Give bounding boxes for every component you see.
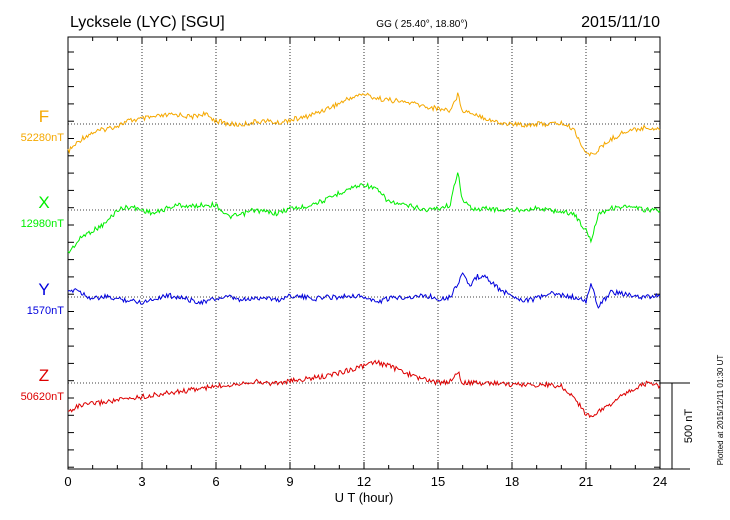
baseline-value-x: 12980nT	[21, 218, 65, 230]
series-line-y	[67, 272, 661, 309]
series-group	[67, 92, 661, 419]
series-line-f	[67, 92, 661, 157]
series-labels: F 52280nT X 12980nT Y 1570nT Z 50620nT	[21, 107, 65, 403]
x-tick-label: 6	[212, 474, 219, 489]
axis-ticks	[67, 37, 661, 469]
x-tick-labels: 0 3 6 9 12 15 18 21 24	[64, 474, 667, 489]
x-tick-label: 3	[138, 474, 145, 489]
x-tick-label: 24	[653, 474, 667, 489]
baseline-value-y: 1570nT	[27, 305, 65, 317]
series-label-z: Z	[39, 366, 49, 385]
scale-label: 500 nT	[683, 409, 695, 444]
x-tick-label: 21	[579, 474, 593, 489]
series-label-f: F	[39, 107, 49, 126]
plotted-note: Plotted at 2015/12/11 01:30 UT	[716, 355, 725, 466]
coordinates-text: GG ( 25.40°, 18.80°)	[376, 19, 467, 30]
x-tick-label: 15	[431, 474, 445, 489]
station-title: Lycksele (LYC) [SGU]	[70, 14, 225, 31]
scale-bar	[660, 382, 690, 470]
series-line-x	[67, 172, 661, 254]
baseline-value-f: 52280nT	[21, 132, 65, 144]
x-tick-label: 12	[357, 474, 371, 489]
date-text: 2015/11/10	[581, 14, 660, 31]
series-label-y: Y	[38, 280, 49, 299]
x-axis-title: U T (hour)	[335, 490, 394, 505]
x-tick-label: 9	[286, 474, 293, 489]
x-tick-label: 18	[505, 474, 519, 489]
series-label-x: X	[38, 193, 49, 212]
baseline-value-z: 50620nT	[21, 391, 65, 403]
x-tick-label: 0	[64, 474, 71, 489]
series-line-z	[67, 359, 661, 419]
grid	[68, 37, 660, 469]
